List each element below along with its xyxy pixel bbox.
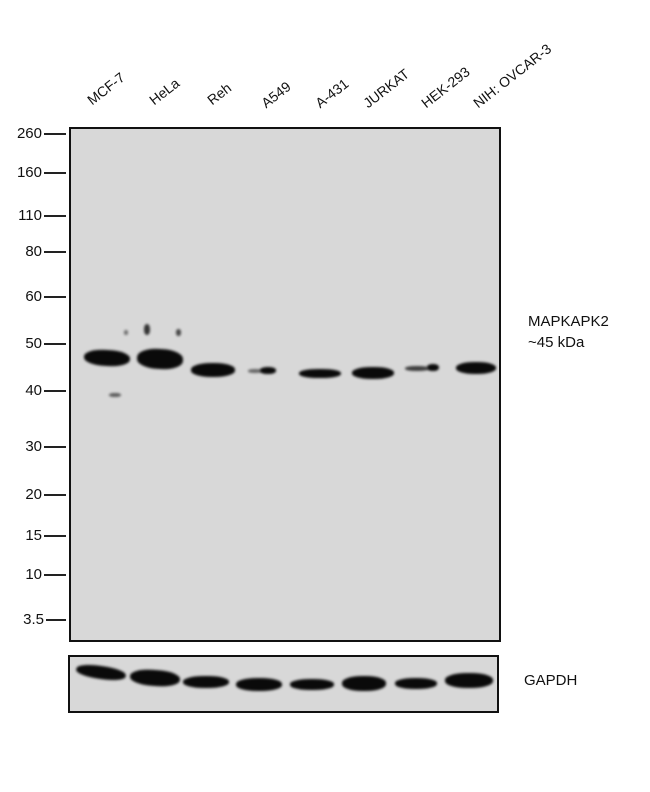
mw-tick — [46, 619, 66, 621]
lane-label-a549: A549 — [258, 78, 294, 111]
gapdh-band-a431 — [290, 679, 334, 690]
mw-tick — [44, 390, 66, 392]
lane-label-reh: Reh — [204, 79, 235, 108]
gapdh-band-reh — [183, 676, 229, 688]
spot-artifact — [124, 330, 128, 335]
mw-label-20: 20 — [25, 486, 42, 503]
spot-artifact — [144, 324, 150, 335]
lane-label-hek293: HEK-293 — [418, 63, 473, 111]
mw-tick — [44, 446, 66, 448]
band-a549 — [260, 367, 276, 374]
gapdh-blot-membrane — [68, 655, 499, 713]
mw-tick — [44, 172, 66, 174]
mw-label-50: 50 — [25, 335, 42, 352]
mw-label-110: 110 — [18, 207, 42, 224]
mw-tick — [44, 574, 66, 576]
band-jurkat — [352, 367, 394, 379]
mw-tick — [44, 215, 66, 217]
loading-control-label: GAPDH — [524, 672, 578, 689]
target-size: ~45 kDa — [528, 334, 585, 351]
spot-artifact — [176, 329, 181, 336]
gapdh-band-hela — [129, 668, 181, 688]
lane-label-a431: A-431 — [312, 75, 352, 111]
mw-label-40: 40 — [25, 382, 42, 399]
band-hek293 — [427, 364, 439, 371]
band-hek293-faint — [405, 366, 429, 371]
mw-tick — [44, 343, 66, 345]
mw-label-60: 60 — [25, 288, 42, 305]
target-label: MAPKAPK2 ~45 kDa — [528, 311, 609, 353]
target-name: MAPKAPK2 — [528, 313, 609, 330]
band-mcf7 — [83, 348, 131, 368]
gapdh-band-hek293 — [395, 678, 437, 689]
mw-label-260: 260 — [16, 125, 42, 142]
mw-label-15: 15 — [25, 527, 42, 544]
band-ovcar3 — [456, 362, 496, 374]
gapdh-band-ovcar3 — [445, 673, 493, 688]
mw-label-30: 30 — [25, 438, 42, 455]
mw-label-3-5: 3.5 — [23, 611, 44, 628]
band-hela — [136, 347, 184, 371]
mw-label-10: 10 — [25, 566, 42, 583]
gapdh-band-mcf7 — [75, 662, 127, 683]
lane-label-nih-ovcar3: NIH: OVCAR-3 — [470, 40, 555, 112]
gapdh-band-jurkat — [342, 676, 386, 691]
lane-label-hela: HeLa — [146, 74, 183, 108]
band-reh — [191, 363, 235, 377]
mw-tick — [44, 535, 66, 537]
mw-tick — [44, 251, 66, 253]
lane-label-mcf7: MCF-7 — [84, 69, 128, 108]
spot-artifact — [109, 393, 121, 397]
band-a549-faint — [248, 369, 262, 373]
mw-tick — [44, 494, 66, 496]
mw-tick — [44, 133, 66, 135]
band-a431 — [299, 369, 341, 378]
mw-label-160: 160 — [16, 164, 42, 181]
lane-label-jurkat: JURKAT — [360, 65, 413, 111]
mw-label-80: 80 — [25, 243, 42, 260]
main-blot-membrane — [69, 127, 501, 642]
gapdh-band-a549 — [236, 678, 282, 691]
mw-tick — [44, 296, 66, 298]
